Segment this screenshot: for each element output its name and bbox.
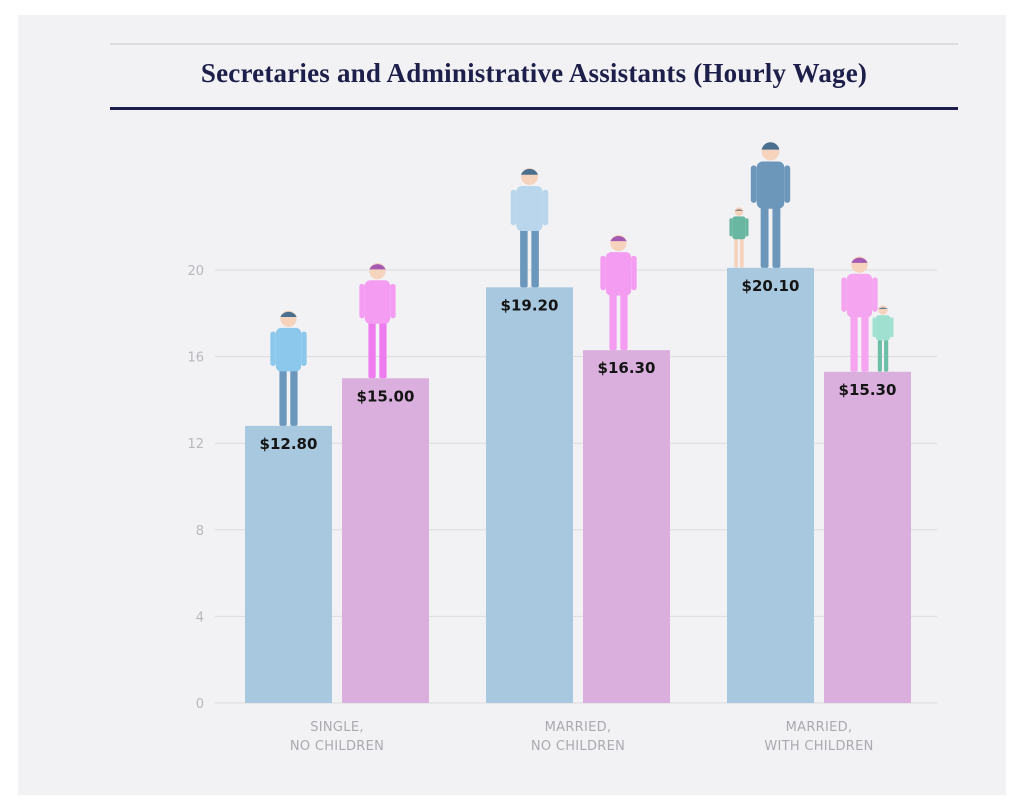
arm xyxy=(390,283,396,319)
bar xyxy=(583,350,670,703)
arm xyxy=(542,189,549,226)
torso xyxy=(875,315,891,341)
bar xyxy=(245,425,332,703)
x-category-label: SINGLE, xyxy=(310,720,364,735)
bar-value-label: $16.30 xyxy=(598,359,656,377)
leg xyxy=(368,321,376,379)
arm xyxy=(750,165,757,203)
hair xyxy=(610,235,627,242)
arm xyxy=(729,218,733,237)
bar-value-label: $15.00 xyxy=(357,387,415,405)
hair xyxy=(761,142,780,150)
torso xyxy=(732,216,746,240)
arm xyxy=(631,255,637,291)
leg xyxy=(760,206,769,268)
x-category-label: NO CHILDREN xyxy=(531,739,625,754)
x-category-label: WITH CHILDREN xyxy=(764,739,873,754)
head xyxy=(878,305,888,315)
chart-title: Secretaries and Administrative Assistant… xyxy=(200,58,868,88)
hair xyxy=(734,209,744,211)
torso xyxy=(364,280,391,324)
daughter-figure-icon xyxy=(729,207,749,268)
bar-value-label: $19.20 xyxy=(501,296,559,314)
arm xyxy=(745,218,749,237)
arm xyxy=(301,331,307,366)
y-tick-label: 0 xyxy=(196,697,204,712)
businesswoman-figure-icon xyxy=(600,234,637,351)
leg xyxy=(531,229,539,288)
y-tick-label: 4 xyxy=(196,610,204,625)
y-tick-label: 20 xyxy=(187,264,204,279)
leg xyxy=(290,369,298,426)
arm xyxy=(510,189,517,226)
arm xyxy=(872,317,876,338)
leg xyxy=(861,315,869,372)
x-category-label: NO CHILDREN xyxy=(290,739,384,754)
leg xyxy=(877,339,882,372)
leg xyxy=(850,315,858,372)
torso xyxy=(756,161,785,209)
woman-figure-icon xyxy=(359,262,396,379)
businessman-figure-icon xyxy=(510,168,549,288)
bar xyxy=(824,371,911,703)
hair xyxy=(369,264,386,270)
y-tick-label: 8 xyxy=(196,524,204,539)
y-tick-label: 12 xyxy=(187,437,204,452)
leg xyxy=(279,369,287,426)
arm xyxy=(600,255,606,291)
y-tick-label: 16 xyxy=(187,351,204,366)
leg xyxy=(734,238,739,268)
leg xyxy=(884,339,889,372)
man-figure-icon xyxy=(270,310,307,426)
hair xyxy=(878,307,888,309)
hair xyxy=(851,257,868,263)
title-bottom-rule xyxy=(110,107,958,110)
title-top-rule xyxy=(110,43,958,45)
torso xyxy=(516,185,543,232)
x-category-label: MARRIED, xyxy=(545,720,612,735)
torso xyxy=(605,252,632,296)
arm xyxy=(872,277,878,312)
x-category-label: MARRIED, xyxy=(786,720,853,735)
leg xyxy=(379,321,387,379)
bar-value-label: $20.10 xyxy=(742,277,800,295)
leg xyxy=(620,293,628,351)
son-figure-icon xyxy=(872,305,894,372)
bar-value-label: $15.30 xyxy=(839,381,897,399)
leg xyxy=(520,229,528,288)
hair xyxy=(521,168,538,175)
leg xyxy=(772,206,781,268)
leg xyxy=(609,293,617,351)
leg xyxy=(739,238,744,268)
arm xyxy=(270,331,276,366)
torso xyxy=(275,327,302,372)
head xyxy=(734,207,744,216)
bar-value-label: $12.80 xyxy=(260,435,318,453)
arm xyxy=(841,277,847,312)
father-figure-icon xyxy=(750,142,791,268)
mother-figure-icon xyxy=(841,256,878,372)
bar xyxy=(727,267,814,703)
torso xyxy=(846,273,873,318)
arm xyxy=(359,283,365,319)
arm xyxy=(784,165,791,203)
hair xyxy=(280,311,297,317)
bar xyxy=(342,378,429,703)
arm xyxy=(890,317,894,338)
bar xyxy=(486,287,573,703)
